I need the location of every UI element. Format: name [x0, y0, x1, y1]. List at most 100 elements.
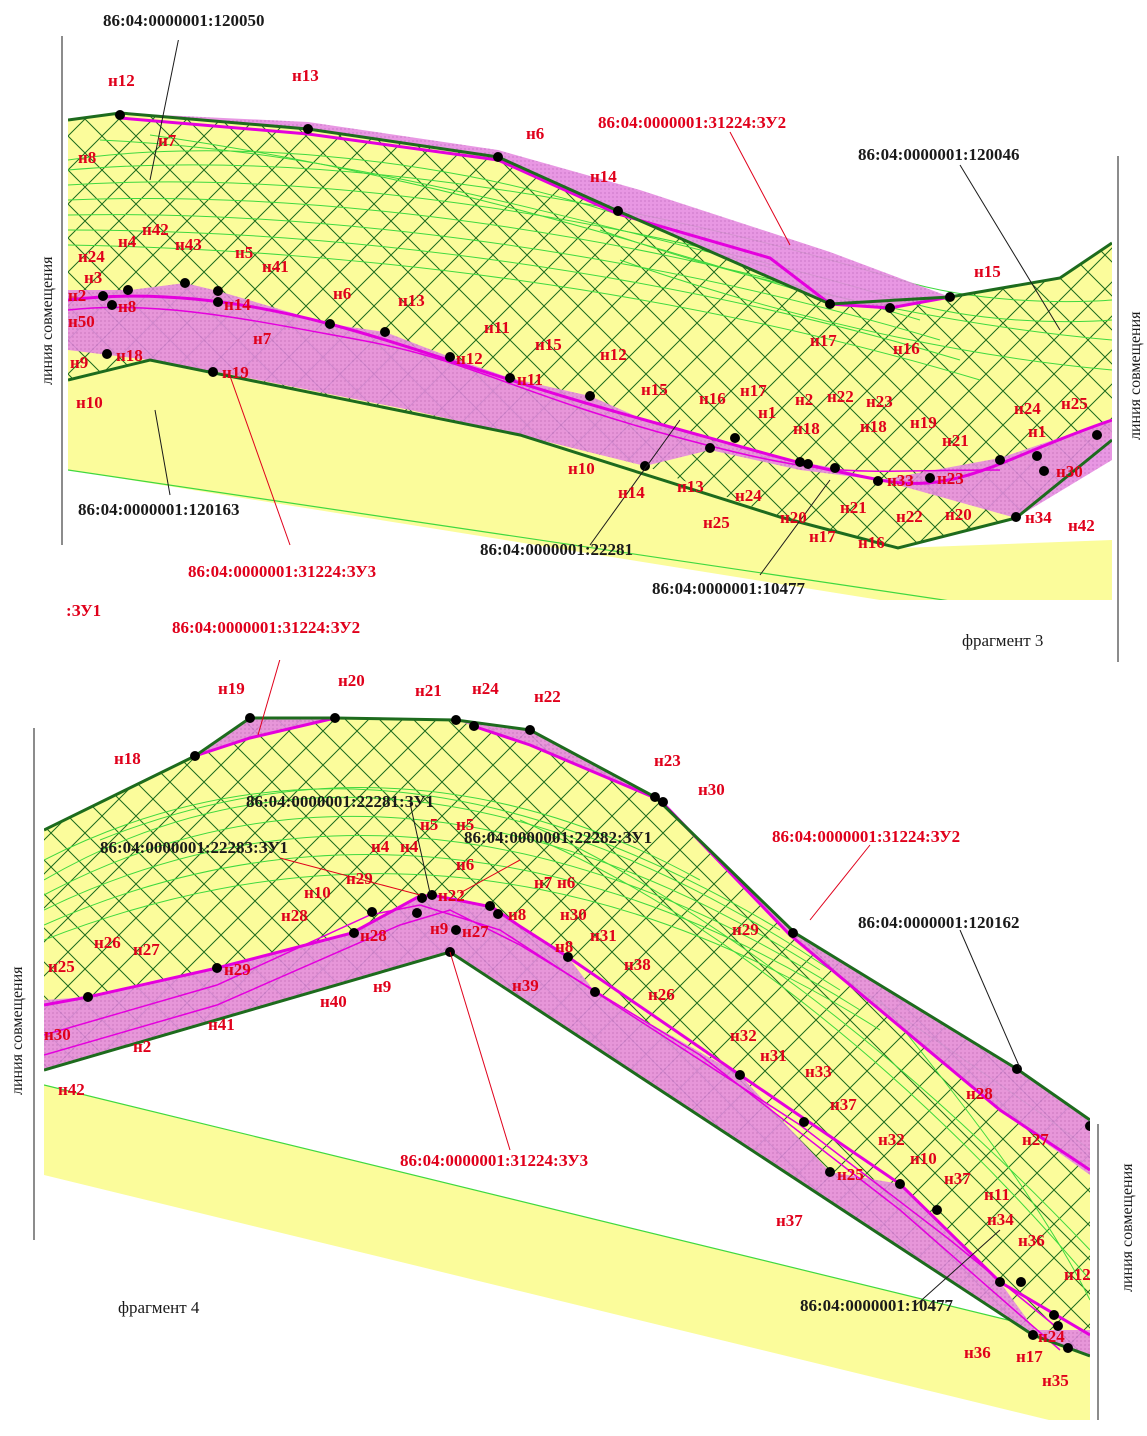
point-label: н21 [840, 498, 867, 517]
point-label: н7 [158, 131, 177, 150]
point-label: н14 [618, 483, 645, 502]
point-label: н16 [893, 339, 920, 358]
cad-label-f3-31224-zu3: 86:04:0000001:31224:ЗУ3 [188, 562, 376, 581]
point-label: н4 [400, 837, 419, 856]
point-labels-f4: н19 н20 н21 н24 н22 н18 н23 н30 н5 н5 н4… [44, 671, 1091, 1390]
cad-label-f4-22283-zu1: 86:04:0000001:22283:ЗУ1 [100, 838, 288, 857]
point-label: н18 [114, 749, 141, 768]
boundary-point [190, 751, 200, 761]
boundary-point [1049, 1310, 1059, 1320]
boundary-point [330, 713, 340, 723]
boundary-point [102, 349, 112, 359]
boundary-point [107, 300, 117, 310]
boundary-point [585, 391, 595, 401]
point-label: н5 [456, 815, 474, 834]
point-label: н50 [68, 312, 95, 331]
point-label: н31 [590, 926, 617, 945]
point-label: н30 [560, 905, 587, 924]
point-label: н38 [624, 955, 651, 974]
boundary-point [469, 721, 479, 731]
point-label: н12 [456, 349, 483, 368]
boundary-point [1085, 1121, 1090, 1131]
point-label: н28 [281, 906, 308, 925]
point-label: н8 [508, 905, 526, 924]
point-label: н23 [937, 469, 964, 488]
point-label: н34 [987, 1210, 1014, 1229]
point-label: н14 [590, 167, 617, 186]
point-label: н20 [780, 508, 807, 527]
cad-label-f3-120163: 86:04:0000001:120163 [78, 500, 239, 519]
zu3-strip-f4 [44, 895, 1090, 1356]
point-label: н41 [208, 1015, 235, 1034]
boundary-point [705, 443, 715, 453]
point-label: н9 [70, 353, 88, 372]
point-label: н42 [58, 1080, 85, 1099]
point-label: н15 [974, 262, 1001, 281]
point-label: н42 [142, 220, 169, 239]
boundary-point [83, 992, 93, 1002]
boundary-point [525, 725, 535, 735]
leaders-f4 [257, 660, 1021, 1307]
point-label: н41 [262, 257, 289, 276]
point-label: н39 [512, 976, 539, 995]
point-label: н2 [133, 1037, 151, 1056]
boundary-point [1063, 1343, 1073, 1353]
cad-label-f3-31224-zu2: 86:04:0000001:31224:ЗУ2 [598, 113, 786, 132]
point-label: н28 [966, 1084, 993, 1103]
boundary-point [995, 1277, 1005, 1287]
boundary-point [1092, 430, 1102, 440]
point-label: н29 [346, 869, 373, 888]
point-label: н23 [866, 392, 893, 411]
cad-label-f4-22282-zu1: 86:04:0000001:22282:ЗУ1 [464, 828, 652, 847]
fragment-4 [44, 660, 1090, 1420]
point-label: н12 [108, 71, 135, 90]
boundary-point [212, 963, 222, 973]
point-label: н27 [133, 940, 160, 959]
boundary-point [1032, 451, 1042, 461]
fragment-4-label: фрагмент 4 [118, 1298, 200, 1317]
point-label: н42 [1068, 516, 1095, 535]
point-label: н16 [858, 533, 885, 552]
point-label: н27 [1022, 1130, 1049, 1149]
boundary-point [367, 907, 377, 917]
point-label: н15 [641, 380, 668, 399]
boundary-point [349, 928, 359, 938]
boundary-point [213, 286, 223, 296]
boundary-point [1016, 1277, 1026, 1287]
point-label: н25 [48, 957, 75, 976]
point-label: н25 [1061, 394, 1088, 413]
point-label: н24 [78, 247, 105, 266]
boundary-point [451, 715, 461, 725]
point-label: н30 [698, 780, 725, 799]
point-label: н24 [472, 679, 499, 698]
side-label-f4-left: линия совмещения [9, 966, 26, 1095]
boundary-point [873, 476, 883, 486]
boundary-point [451, 925, 461, 935]
point-label: н6 [333, 284, 351, 303]
boundary-point [417, 893, 427, 903]
boundary-point [735, 1070, 745, 1080]
boundary-point [485, 901, 495, 911]
boundary-point [208, 367, 218, 377]
point-label: н26 [94, 933, 121, 952]
boundary-point [1039, 466, 1049, 476]
boundary-point [493, 909, 503, 919]
point-label: н11 [484, 318, 510, 337]
boundary-point [795, 457, 805, 467]
cad-label-f3-120050: 86:04:0000001:120050 [103, 11, 264, 30]
point-label: н7 [253, 329, 272, 348]
boundary-point [1011, 512, 1021, 522]
point-label: н12 [1064, 1265, 1091, 1284]
boundary-point [650, 792, 660, 802]
point-label: н35 [1042, 1371, 1069, 1390]
point-label: н15 [535, 335, 562, 354]
boundary-point [1028, 1330, 1038, 1340]
point-label: н6 [456, 855, 474, 874]
point-label: н22 [896, 507, 923, 526]
point-label: н13 [677, 477, 704, 496]
point-label: н20 [338, 671, 365, 690]
boundary-point [590, 987, 600, 997]
point-labels-f3: н12 н13 н8 н7 н6 н14 н15 н16 н17 н42 н43… [68, 66, 1095, 552]
boundary-point [213, 297, 223, 307]
